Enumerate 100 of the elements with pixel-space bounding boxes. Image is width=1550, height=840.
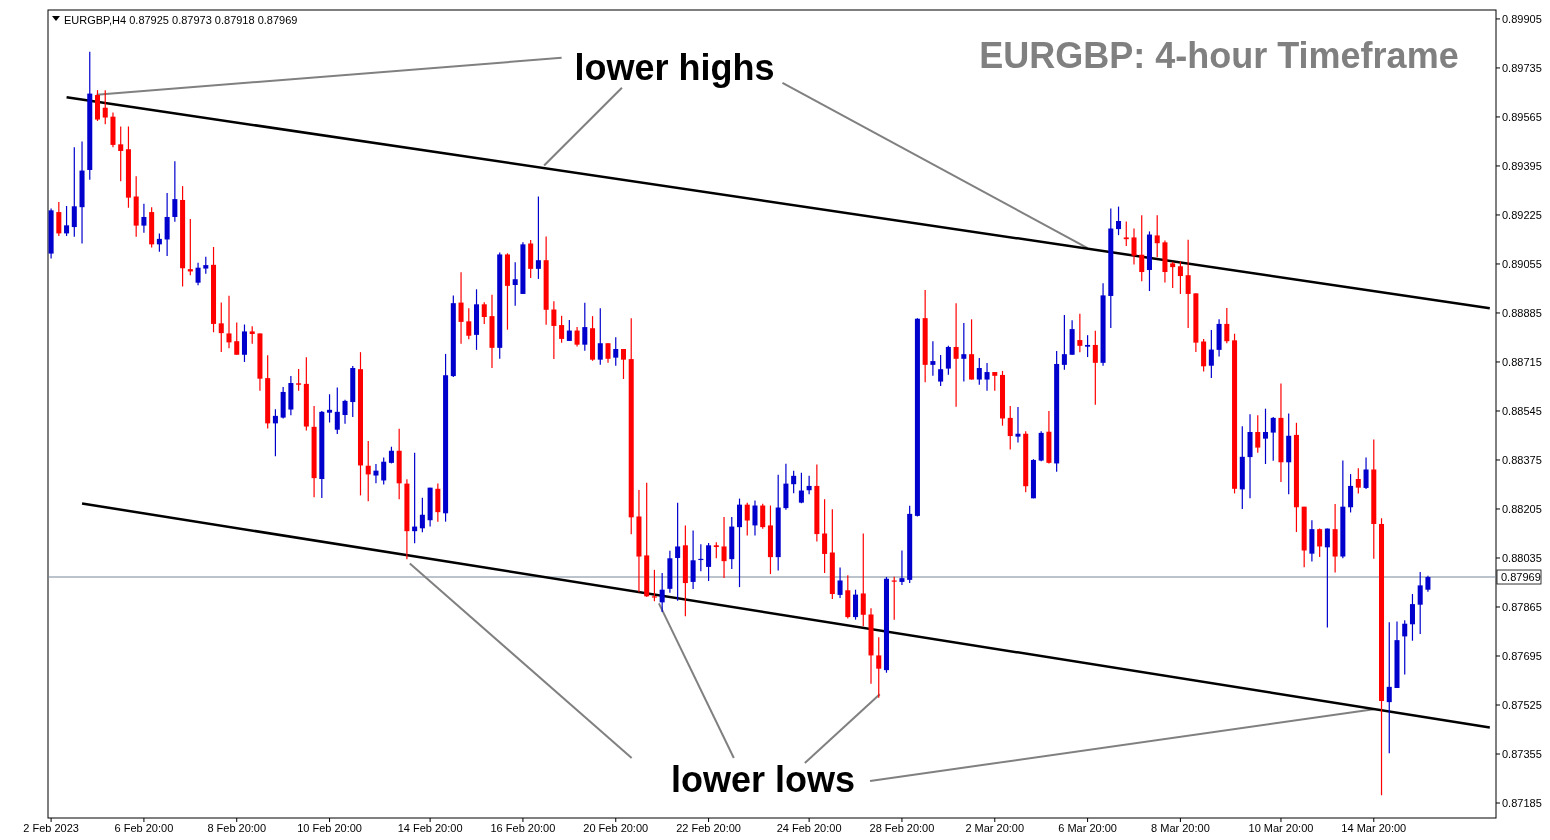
candlestick	[64, 205, 70, 237]
candlestick	[706, 542, 712, 582]
candlestick	[1170, 261, 1176, 289]
x-tick-label: 22 Feb 20:00	[676, 822, 741, 834]
candlestick	[744, 502, 750, 537]
x-tick-label: 2 Mar 20:00	[965, 822, 1025, 834]
candlestick	[56, 201, 62, 237]
candlestick	[218, 301, 224, 353]
candlestick	[721, 516, 727, 579]
y-tick-label: 0.88715	[1502, 355, 1542, 368]
candlestick	[535, 195, 541, 280]
candlestick	[195, 262, 201, 286]
candlestick	[1270, 416, 1276, 462]
candlestick	[373, 463, 379, 484]
candlestick	[876, 636, 882, 699]
candlestick	[1255, 414, 1261, 454]
candlestick	[690, 530, 696, 590]
candlestick	[1417, 571, 1423, 635]
x-tick-label: 16 Feb 20:00	[490, 822, 556, 834]
x-tick-label: 28 Feb 20:00	[869, 822, 935, 834]
candlestick	[1077, 313, 1083, 353]
candlestick	[481, 301, 487, 325]
y-tick-label: 0.87355	[1502, 748, 1542, 761]
candlestick	[860, 532, 866, 627]
x-tick-label: 24 Feb 20:00	[776, 822, 842, 834]
candlestick	[1154, 214, 1160, 258]
candlestick	[226, 295, 232, 349]
annotation: lower highs	[574, 46, 775, 88]
x-tick-label: 10 Mar 20:00	[1248, 822, 1314, 834]
x-tick-label: 14 Feb 20:00	[397, 822, 463, 834]
candlestick	[1123, 220, 1129, 247]
candlestick	[984, 362, 990, 392]
candlestick	[241, 323, 247, 363]
candlestick	[891, 576, 897, 621]
candlestick	[659, 572, 665, 613]
candlestick	[164, 192, 170, 257]
candlestick	[675, 502, 681, 602]
y-tick-label: 0.87695	[1502, 650, 1542, 662]
y-tick-label: 0.87525	[1502, 699, 1542, 711]
x-tick-label: 6 Feb 20:00	[114, 822, 174, 834]
x-tick-label: 14 Mar 20:00	[1341, 822, 1407, 834]
y-tick-label: 0.88545	[1502, 404, 1542, 417]
candlestick	[566, 319, 572, 342]
candlestick	[1262, 408, 1269, 465]
candlestick	[1208, 329, 1214, 379]
candlestick	[1085, 334, 1091, 358]
candlestick	[613, 336, 619, 367]
candlestick	[992, 371, 998, 392]
candlestick	[961, 322, 967, 383]
candlestick	[582, 302, 588, 352]
candlestick	[1348, 473, 1354, 514]
candlestick	[1317, 527, 1323, 558]
candlestick	[381, 456, 387, 486]
candlestick	[342, 399, 348, 425]
candlestick	[1061, 314, 1067, 371]
y-tick-label: 0.89395	[1502, 159, 1542, 172]
candlestick	[1007, 405, 1013, 451]
candlestick	[752, 500, 758, 537]
y-tick-label: 0.87865	[1502, 600, 1542, 613]
candlestick	[597, 307, 603, 366]
candlestick	[837, 566, 843, 599]
y-tick-label: 0.88205	[1502, 502, 1542, 515]
annotation: lower lows	[670, 758, 856, 800]
candlestick	[1092, 330, 1098, 406]
candlestick	[141, 203, 147, 234]
candlestick	[1139, 214, 1145, 282]
candlestick	[1177, 260, 1183, 295]
chart-subtitle: EURGBP,H4 0.87925 0.87973 0.87918 0.87969	[64, 14, 298, 26]
y-tick-label: 0.88885	[1502, 306, 1542, 319]
candlestick	[930, 340, 936, 377]
y-tick-label: 0.89735	[1502, 61, 1542, 74]
candlestick	[1015, 406, 1021, 443]
candlestick	[798, 472, 804, 504]
candlestick	[620, 348, 626, 380]
text: EURGBP: 4-hour Timeframe	[979, 34, 1459, 76]
candlestick	[118, 125, 124, 182]
candlestick	[466, 307, 472, 340]
candlestick	[102, 89, 108, 125]
candlestick	[806, 475, 812, 495]
candlestick	[822, 498, 828, 574]
y-tick-label: 0.89055	[1502, 257, 1542, 270]
candlestick	[334, 387, 340, 435]
candlestick	[899, 549, 905, 586]
candlestick	[296, 368, 302, 392]
candlestick	[458, 271, 464, 345]
candlestick	[945, 345, 951, 376]
y-tick-label: 0.89225	[1502, 208, 1542, 221]
candlestick	[272, 408, 278, 457]
candlestick	[938, 354, 944, 387]
candlestick	[551, 300, 557, 360]
x-tick-label: 8 Feb 20:00	[207, 822, 267, 834]
y-tick-label: 0.88035	[1502, 551, 1542, 564]
candlestick	[172, 160, 178, 223]
candlestick	[559, 315, 565, 344]
candlestick	[327, 393, 333, 424]
candlestick	[512, 261, 518, 307]
candlestick	[435, 483, 441, 523]
candlestick	[760, 503, 766, 530]
x-tick-label: 20 Feb 20:00	[583, 822, 649, 834]
candlestick	[419, 497, 425, 533]
